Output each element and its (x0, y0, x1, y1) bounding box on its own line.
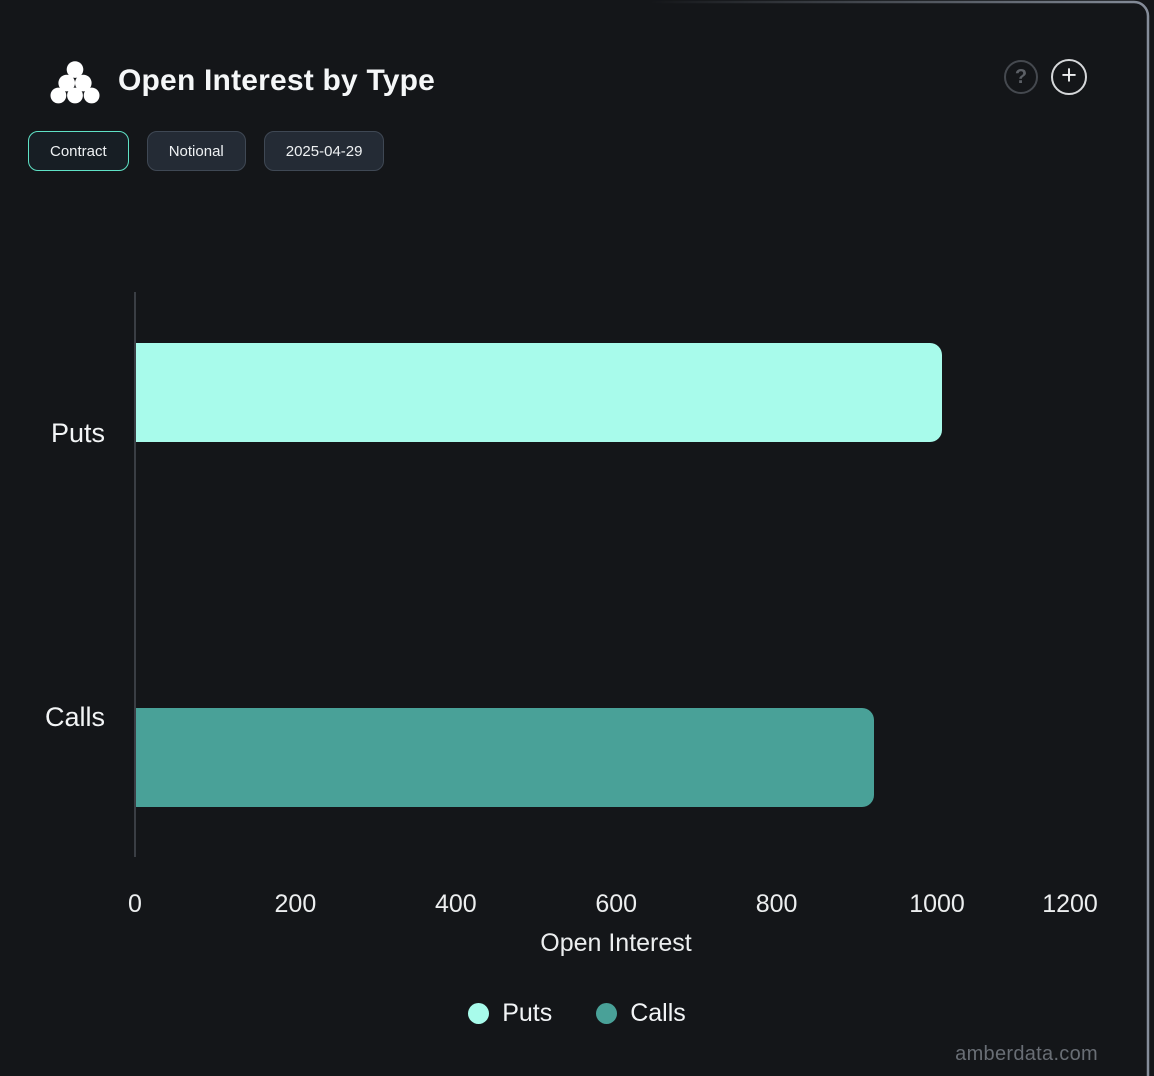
notional-toggle-button[interactable]: Notional (146, 131, 246, 171)
help-icon: ? (1014, 65, 1028, 88)
legend-item-calls[interactable]: Calls (596, 999, 686, 1028)
x-tick-label: 800 (755, 890, 798, 918)
y-axis-label-puts: Puts (50, 418, 105, 448)
x-tick-label: 400 (434, 890, 477, 918)
y-axis-label-calls: Calls (44, 702, 105, 732)
x-axis-title: Open Interest (540, 929, 692, 957)
expiry-date-button[interactable]: 2025-04-29 (263, 131, 385, 171)
dot-pyramid-logo-icon (50, 61, 100, 104)
x-tick-label: 200 (274, 890, 317, 918)
bar-calls[interactable] (136, 708, 874, 807)
bar-puts[interactable] (136, 343, 942, 442)
legend-swatch-icon (596, 1003, 618, 1024)
legend-label: Calls (630, 999, 686, 1027)
chart-legend: Puts Calls (0, 999, 1154, 1028)
x-tick-label: 1200 (1042, 890, 1098, 918)
plus-icon: + (1061, 60, 1077, 90)
contract-toggle-button[interactable]: Contract (28, 131, 129, 171)
chart-mode-controls: Contract Notional 2025-04-29 (28, 131, 385, 171)
help-button[interactable]: ? (1004, 60, 1038, 94)
legend-item-puts[interactable]: Puts (468, 999, 552, 1028)
watermark: amberdata.com (955, 1043, 1098, 1065)
x-tick-label: 1000 (909, 890, 965, 918)
x-tick-label: 600 (595, 890, 638, 918)
legend-swatch-icon (468, 1003, 490, 1024)
legend-label: Puts (502, 999, 553, 1027)
page-title: Open Interest by Type (118, 64, 436, 97)
add-button[interactable]: + (1051, 59, 1087, 95)
x-tick-label: 0 (128, 890, 142, 918)
y-axis-line (134, 292, 136, 857)
